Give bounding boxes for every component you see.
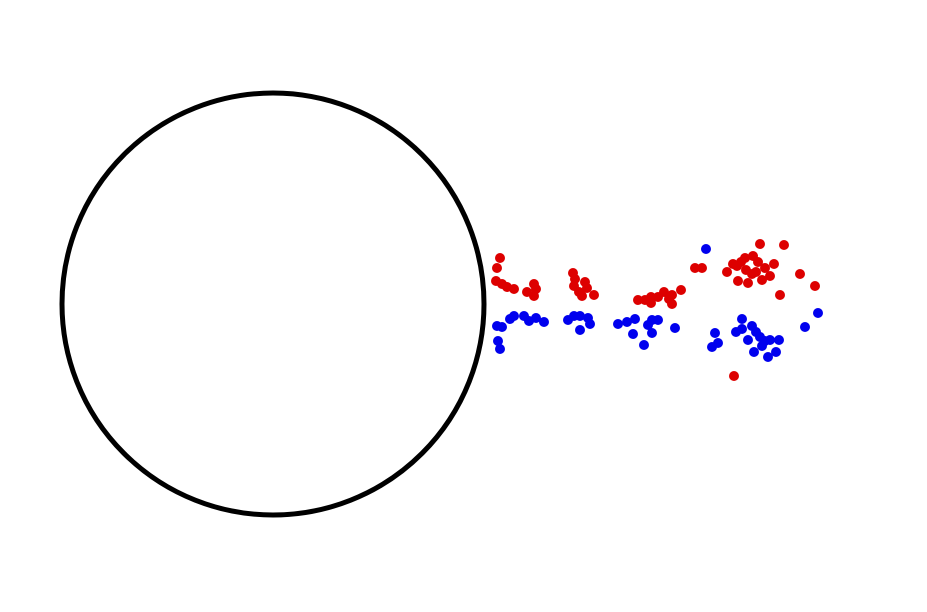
red-point xyxy=(769,259,779,269)
blue-point xyxy=(630,314,640,324)
red-point xyxy=(751,267,761,277)
red-point xyxy=(729,371,739,381)
blue-point xyxy=(613,319,623,329)
blue-point xyxy=(813,308,823,318)
red-point xyxy=(633,295,643,305)
red-point xyxy=(646,298,656,308)
red-point xyxy=(582,283,592,293)
red-point xyxy=(765,271,775,281)
red-point xyxy=(743,278,753,288)
blue-point xyxy=(710,328,720,338)
blue-point xyxy=(763,352,773,362)
blue-point xyxy=(647,328,657,338)
large-circle xyxy=(59,90,487,518)
blue-point xyxy=(743,335,753,345)
blue-point xyxy=(539,317,549,327)
blue-point xyxy=(737,324,747,334)
blue-point xyxy=(774,335,784,345)
blue-point xyxy=(653,315,663,325)
blue-point xyxy=(585,319,595,329)
blue-point xyxy=(531,313,541,323)
red-point xyxy=(740,253,750,263)
point-clusters xyxy=(491,239,823,381)
red-point xyxy=(810,281,820,291)
red-point xyxy=(697,263,707,273)
blue-point xyxy=(497,322,507,332)
red-point xyxy=(495,253,505,263)
red-point xyxy=(589,290,599,300)
red-point xyxy=(690,263,700,273)
red-point xyxy=(753,257,763,267)
red-point xyxy=(795,269,805,279)
red-point xyxy=(492,263,502,273)
blue-point xyxy=(737,314,747,324)
blue-point xyxy=(493,336,503,346)
red-point xyxy=(531,284,541,294)
red-point xyxy=(667,290,677,300)
blue-point xyxy=(765,335,775,345)
red-point xyxy=(667,299,677,309)
blue-point xyxy=(670,323,680,333)
blue-point xyxy=(800,322,810,332)
red-point xyxy=(755,239,765,249)
blue-point xyxy=(701,244,711,254)
red-point xyxy=(722,267,732,277)
red-point xyxy=(760,263,770,273)
blue-point xyxy=(575,311,585,321)
red-point xyxy=(676,285,686,295)
red-point xyxy=(779,240,789,250)
blue-point xyxy=(622,317,632,327)
blue-point xyxy=(509,311,519,321)
blue-point xyxy=(707,342,717,352)
red-point xyxy=(659,287,669,297)
blue-point xyxy=(749,347,759,357)
blue-point xyxy=(639,340,649,350)
blue-point xyxy=(575,325,585,335)
blue-point xyxy=(757,341,767,351)
blue-point xyxy=(495,344,505,354)
red-point xyxy=(733,276,743,286)
blue-point xyxy=(628,329,638,339)
red-point xyxy=(509,284,519,294)
red-point xyxy=(577,291,587,301)
red-point xyxy=(757,275,767,285)
blue-point xyxy=(771,347,781,357)
red-point xyxy=(775,290,785,300)
